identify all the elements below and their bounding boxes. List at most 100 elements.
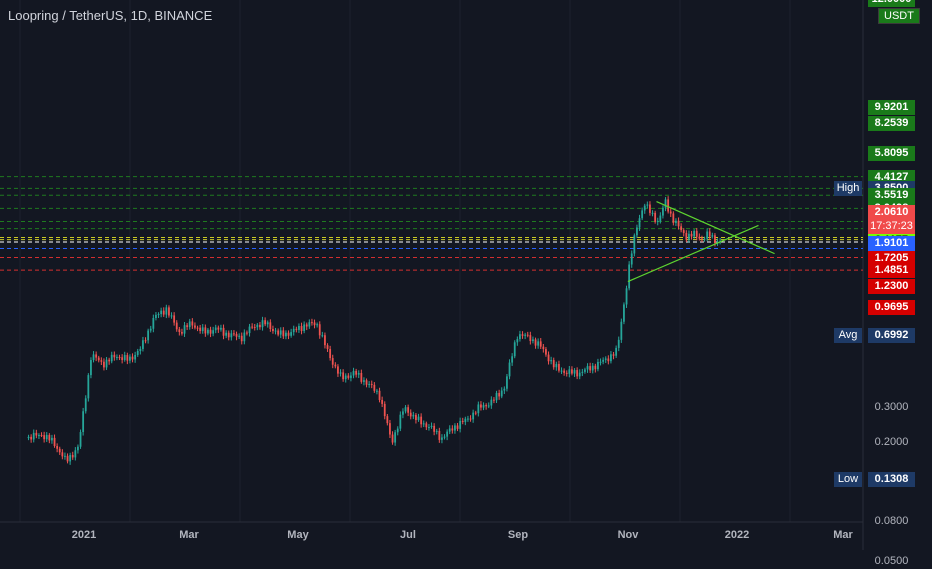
candle-body — [711, 235, 714, 237]
y-tick-label: 0.3000 — [874, 401, 909, 414]
candle-body — [396, 428, 399, 433]
candle-body — [625, 288, 628, 305]
candle-body — [378, 390, 381, 400]
candle-body — [565, 372, 568, 374]
candle-body — [58, 448, 61, 453]
candle-body — [451, 428, 454, 431]
candle-body — [589, 366, 592, 371]
candle-body — [461, 420, 464, 422]
candle-body — [617, 339, 620, 348]
candle-body — [292, 328, 295, 333]
candle-body — [129, 356, 131, 361]
candle-body — [363, 380, 365, 382]
y-tick-label: 0.2000 — [874, 436, 909, 449]
trendline — [627, 224, 759, 283]
candle-body — [519, 334, 521, 340]
candle-body — [329, 348, 332, 359]
candle-body — [383, 403, 386, 417]
candle-body — [404, 407, 407, 412]
candle-body — [381, 399, 384, 404]
candle-body — [87, 375, 90, 399]
candle-body — [428, 426, 430, 428]
candle-body — [300, 326, 303, 332]
candle-body — [714, 235, 716, 244]
candle-body — [105, 359, 108, 368]
candle-body — [552, 360, 555, 368]
currency-button[interactable]: USDT — [878, 8, 920, 24]
candle-body — [474, 412, 477, 414]
candle-body — [147, 330, 150, 341]
candle-body — [38, 435, 40, 437]
candle-body — [51, 437, 53, 441]
candle-body — [74, 450, 77, 458]
candle-body — [636, 227, 638, 236]
candle-body — [615, 347, 618, 356]
price-chart[interactable] — [0, 0, 932, 550]
candle-body — [448, 428, 451, 432]
candle-body — [246, 332, 248, 334]
candle-body — [253, 327, 256, 329]
candle-body — [685, 232, 688, 240]
candle-body — [136, 351, 139, 355]
candle-body — [342, 372, 345, 380]
candle-body — [370, 383, 373, 385]
candle-body — [680, 226, 683, 231]
chart-title: Loopring / TetherUS, 1D, BINANCE — [8, 8, 213, 23]
price-label: 0.6992 — [868, 327, 915, 343]
candle-body — [568, 369, 571, 374]
candle-body — [248, 326, 251, 334]
candle-body — [688, 233, 690, 240]
candle-body — [386, 416, 389, 424]
candle-body — [199, 327, 202, 331]
candle-body — [677, 220, 680, 227]
candle-body — [295, 328, 298, 330]
level-tag-low: Low — [834, 471, 862, 487]
candle-body — [191, 321, 194, 326]
candle-body — [365, 380, 368, 385]
candle-body — [623, 304, 625, 322]
y-tick-label: 0.0500 — [874, 555, 909, 568]
candle-body — [511, 356, 514, 363]
candle-body — [394, 432, 397, 443]
candle-body — [27, 436, 30, 439]
candle-body — [48, 434, 51, 441]
candle-body — [446, 431, 449, 437]
candle-body — [649, 204, 651, 213]
candle-body — [144, 340, 147, 342]
candle-body — [165, 307, 168, 315]
candle-body — [201, 327, 204, 331]
candle-body — [131, 356, 134, 360]
candle-body — [170, 315, 173, 317]
candle-body — [498, 392, 501, 397]
candle-body — [225, 332, 228, 336]
candle-body — [326, 345, 329, 349]
candle-body — [482, 405, 485, 408]
candle-body — [82, 411, 85, 433]
price-label: 3.5519 — [868, 188, 915, 204]
candle-body — [534, 339, 537, 346]
candle-body — [480, 404, 482, 408]
candle-body — [321, 335, 324, 337]
candle-body — [654, 212, 657, 222]
candle-body — [266, 322, 269, 325]
candle-body — [313, 322, 316, 326]
candle-body — [110, 354, 113, 362]
candle-body — [706, 231, 709, 239]
candle-body — [469, 418, 472, 420]
bar-countdown: 17:37:23 — [868, 219, 915, 234]
candle-body — [604, 358, 607, 360]
candle-body — [391, 434, 394, 443]
candle-body — [651, 212, 654, 214]
candle-body — [493, 399, 495, 401]
y-tick-label: 0.0800 — [874, 514, 909, 527]
candle-body — [373, 384, 376, 391]
candle-body — [92, 354, 95, 361]
candle-body — [79, 432, 82, 447]
candle-body — [708, 231, 711, 237]
candle-body — [32, 432, 35, 440]
candle-body — [178, 329, 181, 333]
candle-body — [513, 342, 516, 357]
candle-body — [560, 370, 563, 372]
candle-body — [690, 233, 693, 237]
candle-body — [407, 407, 410, 413]
